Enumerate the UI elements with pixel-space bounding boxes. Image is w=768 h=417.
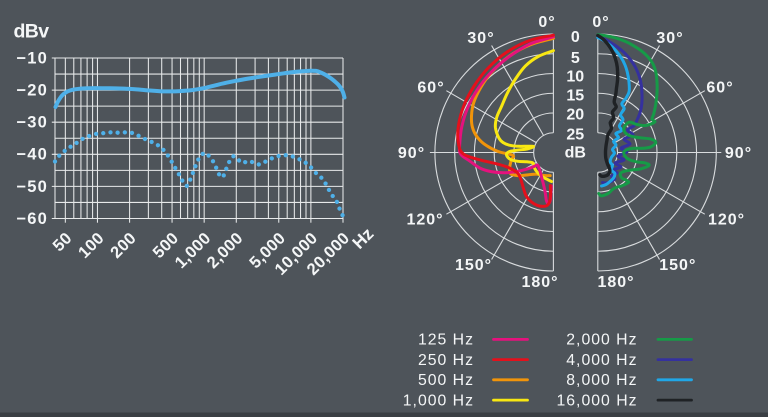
svg-text:120°: 120°: [406, 212, 443, 229]
svg-text:25: 25: [566, 126, 584, 143]
svg-text:−40: −40: [16, 146, 48, 164]
svg-text:8,000 Hz: 8,000 Hz: [566, 372, 637, 389]
svg-text:0°: 0°: [538, 14, 555, 31]
svg-text:30°: 30°: [467, 30, 494, 47]
svg-text:1,000 Hz: 1,000 Hz: [403, 392, 474, 409]
svg-text:150°: 150°: [659, 257, 696, 274]
svg-text:dBv: dBv: [14, 21, 50, 43]
svg-text:90°: 90°: [398, 145, 425, 162]
svg-text:20: 20: [566, 107, 584, 124]
svg-text:90°: 90°: [725, 145, 752, 162]
svg-text:500 Hz: 500 Hz: [418, 372, 474, 389]
svg-text:−50: −50: [16, 178, 48, 196]
svg-text:180°: 180°: [521, 274, 558, 291]
svg-text:250 Hz: 250 Hz: [418, 352, 474, 369]
svg-text:dB: dB: [565, 144, 586, 161]
svg-text:2,000 Hz: 2,000 Hz: [566, 332, 637, 349]
svg-text:4,000 Hz: 4,000 Hz: [566, 352, 637, 369]
svg-text:−20: −20: [16, 82, 48, 100]
svg-text:120°: 120°: [708, 212, 745, 229]
svg-text:10: 10: [566, 69, 584, 86]
svg-text:15: 15: [566, 87, 584, 104]
svg-text:16,000 Hz: 16,000 Hz: [556, 392, 637, 409]
svg-text:180°: 180°: [597, 274, 634, 291]
svg-text:0: 0: [571, 29, 580, 46]
svg-text:125 Hz: 125 Hz: [418, 332, 474, 349]
svg-text:0°: 0°: [592, 14, 609, 31]
svg-text:5: 5: [571, 50, 580, 67]
svg-text:150°: 150°: [455, 257, 492, 274]
svg-text:30°: 30°: [656, 30, 683, 47]
svg-text:60°: 60°: [417, 80, 444, 97]
svg-text:−30: −30: [16, 114, 48, 132]
svg-text:−10: −10: [16, 49, 48, 67]
svg-text:−60: −60: [16, 210, 48, 228]
svg-text:60°: 60°: [706, 80, 733, 97]
